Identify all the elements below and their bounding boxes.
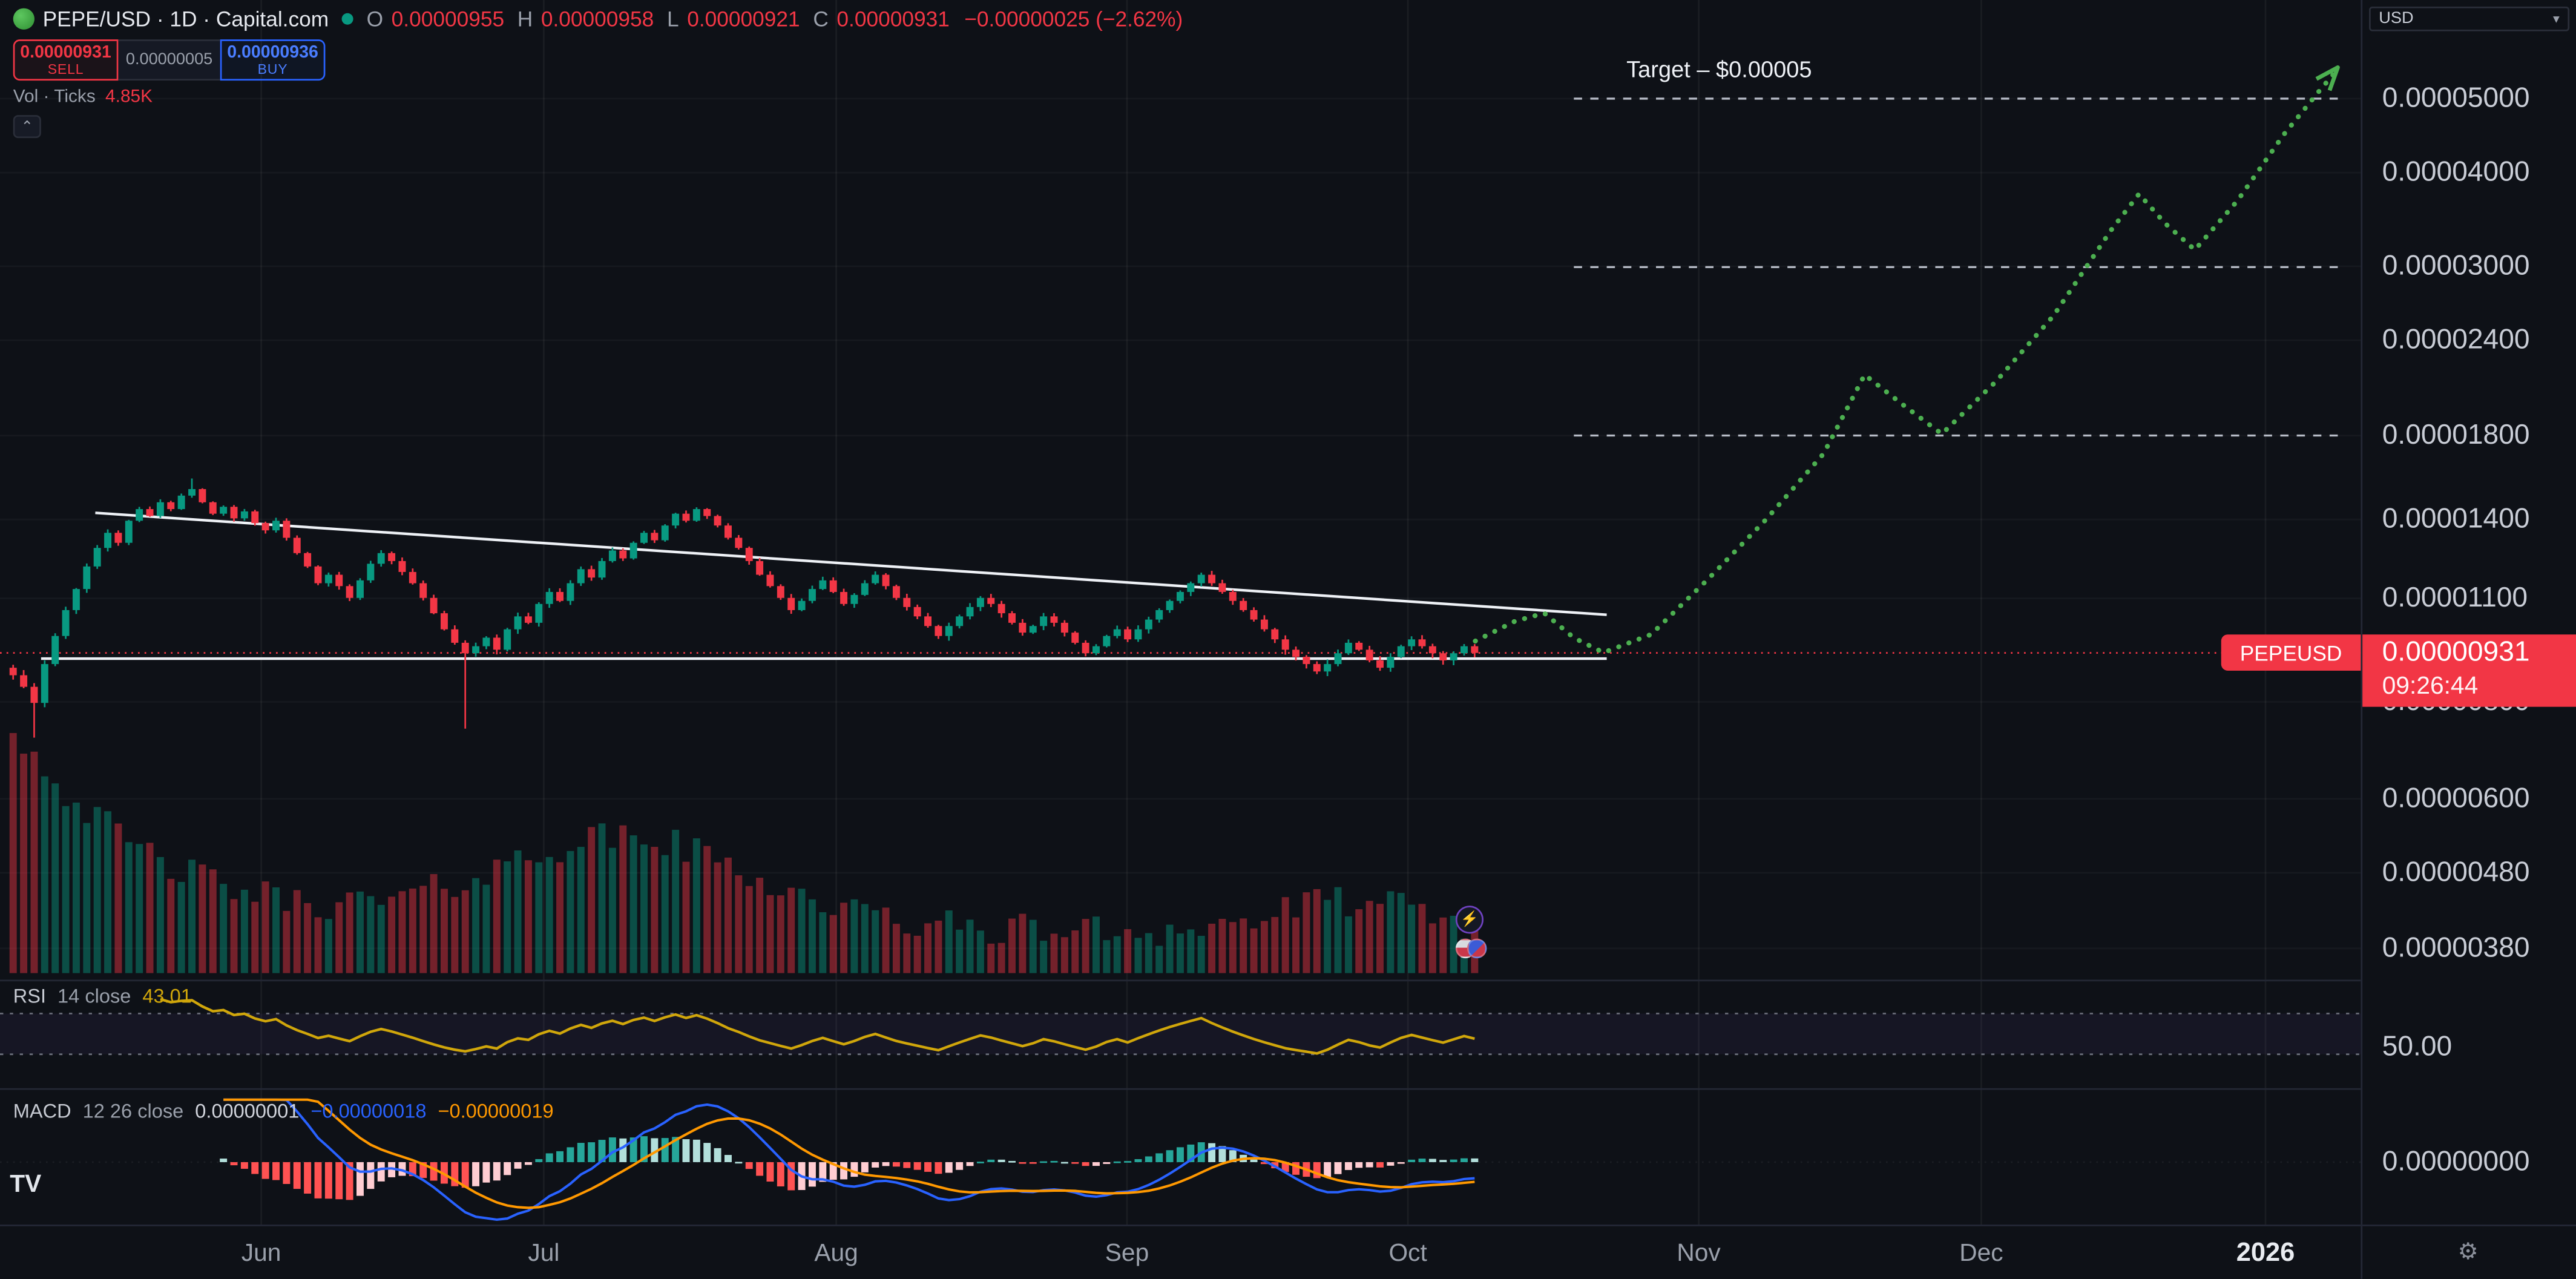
macd-params: 12 26 close bbox=[82, 1099, 184, 1123]
economic-event-flags-icon[interactable] bbox=[1455, 938, 1488, 960]
bar-countdown: 09:26:44 bbox=[2382, 672, 2479, 700]
collapse-legend-button[interactable]: ⌃ bbox=[13, 115, 41, 139]
flag-icon-2 bbox=[1467, 938, 1487, 959]
ohlc-open-value: 0.00000955 bbox=[391, 6, 505, 31]
price-axis[interactable]: USD ▾ 0.00005000 0.00004000 0.00003000 0.00… bbox=[2361, 0, 2576, 1225]
price-axis-tick: 0.00005000 bbox=[2382, 82, 2530, 114]
volume-legend: Vol · Ticks 4.85K bbox=[13, 87, 153, 107]
ohlc-low-value: 0.00000921 bbox=[687, 6, 800, 31]
currency-dropdown[interactable]: USD ▾ bbox=[2369, 6, 2570, 31]
price-chart-canvas[interactable] bbox=[0, 0, 2361, 1225]
sell-price: 0.00000931 bbox=[20, 42, 111, 63]
current-price-label: 0.00000931 09:26:44 bbox=[2362, 634, 2576, 707]
ohlc-high-label: H bbox=[517, 6, 533, 31]
price-axis-tick: 0.00000480 bbox=[2382, 856, 2530, 888]
time-axis-label: Aug bbox=[814, 1239, 858, 1267]
time-axis-label: Sep bbox=[1105, 1239, 1149, 1267]
order-panel: 0.00000931 SELL 0.00000005 0.00000936 BU… bbox=[13, 39, 326, 81]
volume-legend-value: 4.85K bbox=[105, 87, 153, 107]
buy-button[interactable]: 0.00000936 BUY bbox=[220, 39, 326, 81]
current-price-value: 0.00000931 bbox=[2382, 636, 2530, 668]
settings-gear-icon[interactable]: ⚙ bbox=[2457, 1237, 2479, 1264]
price-axis-tick: 0.00002400 bbox=[2382, 323, 2530, 355]
macd-signal-value: −0.00000019 bbox=[438, 1099, 554, 1123]
sell-label: SELL bbox=[47, 61, 84, 77]
price-axis-tick: 0.00001800 bbox=[2382, 419, 2530, 451]
price-axis-tick: 0.00003000 bbox=[2382, 249, 2530, 281]
time-axis-label: Dec bbox=[1959, 1239, 2003, 1267]
flash-event-icon[interactable]: ⚡ bbox=[1455, 906, 1484, 934]
price-axis-tick: 0.00000600 bbox=[2382, 782, 2530, 814]
time-axis-label: Oct bbox=[1388, 1239, 1427, 1267]
change-value: −0.00000025 (−2.62%) bbox=[964, 6, 1183, 31]
rsi-name: RSI bbox=[13, 984, 47, 1008]
symbol-legend: PEPE/USD · 1D · Capital.com O 0.00000955… bbox=[13, 5, 1183, 33]
macd-legend[interactable]: MACD 12 26 close 0.00000001 −0.00000018 … bbox=[13, 1100, 554, 1123]
macd-name: MACD bbox=[13, 1099, 71, 1123]
sell-button[interactable]: 0.00000931 SELL bbox=[13, 39, 119, 81]
tradingview-logo[interactable]: TV bbox=[10, 1170, 42, 1198]
price-axis-tick: 0.00000380 bbox=[2382, 932, 2530, 964]
macd-axis-tick: 0.00000000 bbox=[2382, 1145, 2530, 1177]
ohlc-close-label: C bbox=[813, 6, 829, 31]
market-status-icon bbox=[341, 13, 353, 25]
price-line-symbol-tag: PEPEUSD bbox=[2221, 634, 2361, 671]
time-axis-label: Jun bbox=[241, 1239, 281, 1267]
rsi-value: 43.01 bbox=[142, 984, 192, 1008]
rsi-params: 14 close bbox=[58, 984, 131, 1008]
target-annotation[interactable]: Target – $0.00005 bbox=[1626, 56, 1812, 82]
buy-label: BUY bbox=[257, 61, 288, 77]
price-axis-tick: 0.00001400 bbox=[2382, 502, 2530, 534]
chevron-down-icon: ▾ bbox=[2552, 12, 2560, 27]
price-axis-tick: 0.00004000 bbox=[2382, 156, 2530, 188]
spread-value: 0.00000005 bbox=[118, 39, 220, 81]
symbol-title[interactable]: PEPE/USD · 1D · Capital.com bbox=[42, 6, 329, 31]
price-axis-tick: 0.00001100 bbox=[2382, 582, 2528, 613]
macd-hist-value: 0.00000001 bbox=[195, 1099, 300, 1123]
axis-corner-divider bbox=[2361, 1226, 2363, 1279]
event-markers: ⚡ bbox=[1455, 906, 1488, 960]
ohlc-low-label: L bbox=[667, 6, 679, 31]
symbol-logo-icon bbox=[13, 8, 35, 30]
time-axis-label: Jul bbox=[528, 1239, 560, 1267]
rsi-legend[interactable]: RSI 14 close 43.01 bbox=[13, 985, 192, 1008]
macd-line-value: −0.00000018 bbox=[310, 1099, 427, 1123]
ohlc-close-value: 0.00000931 bbox=[836, 6, 950, 31]
buy-price: 0.00000936 bbox=[227, 42, 318, 63]
ohlc-high-value: 0.00000958 bbox=[540, 6, 654, 31]
ohlc-open-label: O bbox=[366, 6, 384, 31]
time-axis-label: 2026 bbox=[2236, 1239, 2295, 1267]
volume-legend-label: Vol · Ticks bbox=[13, 87, 96, 107]
rsi-axis-tick: 50.00 bbox=[2382, 1030, 2453, 1062]
time-axis[interactable]: Jun Jul Aug Sep Oct Nov Dec 2026 ⚙ bbox=[0, 1225, 2576, 1279]
time-axis-label: Nov bbox=[1677, 1239, 1721, 1267]
currency-label: USD bbox=[2379, 10, 2414, 28]
